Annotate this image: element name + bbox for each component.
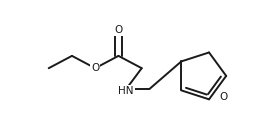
Text: O: O	[220, 92, 228, 102]
Text: O: O	[114, 25, 123, 35]
Text: O: O	[91, 63, 99, 73]
Text: HN: HN	[118, 86, 134, 96]
